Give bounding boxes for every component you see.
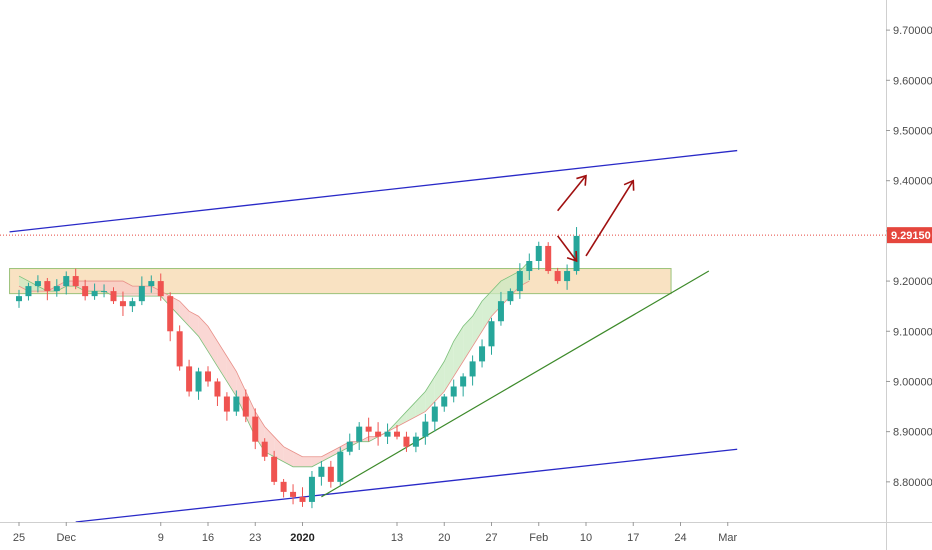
candle-body	[233, 397, 239, 412]
x-tick-label: 27	[485, 532, 497, 544]
y-tick-label: 9.70000	[893, 25, 932, 37]
x-tick-label: Mar	[718, 532, 737, 544]
candle-body	[526, 261, 532, 271]
candle-body	[290, 492, 296, 497]
candle-body	[517, 271, 523, 291]
candle-body	[318, 467, 324, 477]
candle-body	[82, 286, 88, 296]
candle-body	[328, 467, 334, 482]
candle-body	[385, 432, 391, 437]
x-tick-label: 23	[249, 532, 261, 544]
candle-body	[347, 442, 353, 452]
x-tick-label: 9	[158, 532, 164, 544]
y-tick-label: 9.50000	[893, 126, 932, 138]
y-tick-label: 9.20000	[893, 276, 932, 288]
x-tick-label: 13	[391, 532, 403, 544]
candle-body	[92, 291, 98, 296]
y-tick-label: 9.60000	[893, 75, 932, 87]
candle-body	[139, 286, 145, 301]
x-tick-label: Dec	[56, 532, 76, 544]
cloud-segment	[95, 281, 104, 291]
candle-body	[507, 291, 513, 301]
candle-body	[214, 381, 220, 396]
candle-body	[177, 331, 183, 366]
x-tick-label: 24	[674, 532, 686, 544]
candle-body	[337, 452, 343, 482]
y-tick-label: 8.90000	[893, 427, 932, 439]
candle-body	[545, 246, 551, 271]
cloud-segment	[303, 457, 312, 467]
x-tick-label: 16	[202, 532, 214, 544]
candle-body	[196, 371, 202, 391]
candle-body	[413, 437, 419, 447]
candle	[337, 447, 343, 486]
candle-body	[120, 301, 126, 306]
candle-body	[422, 422, 428, 437]
candle-body	[205, 371, 211, 381]
candle-body	[555, 271, 561, 281]
x-tick-label: 17	[627, 532, 639, 544]
candle-body	[489, 321, 495, 346]
candle-body	[460, 376, 466, 386]
candle-body	[536, 246, 542, 261]
candle-body	[111, 291, 117, 301]
candle-body	[16, 296, 22, 301]
x-tick-label: 25	[13, 532, 25, 544]
y-tick-label: 8.80000	[893, 477, 932, 489]
candle-body	[564, 271, 570, 281]
candle-body	[394, 432, 400, 437]
last-price-tag-label: 9.29150	[891, 230, 931, 242]
candle-body	[252, 417, 258, 442]
candle-body	[186, 366, 192, 391]
candle-body	[44, 281, 50, 291]
candle-body	[441, 397, 447, 407]
candle	[545, 242, 551, 274]
candle-body	[129, 301, 135, 306]
candle-body	[25, 286, 31, 296]
candle-body	[479, 346, 485, 361]
x-tick-label: 10	[580, 532, 592, 544]
candle-body	[167, 296, 173, 331]
candle-body	[300, 497, 306, 502]
candle-body	[54, 286, 60, 291]
y-tick-label: 9.00000	[893, 376, 932, 388]
candle-body	[432, 407, 438, 422]
candle-body	[309, 477, 315, 502]
candle-body	[243, 397, 249, 417]
candle-body	[158, 281, 164, 296]
x-tick-label: Feb	[529, 532, 548, 544]
x-tick-label: 2020	[290, 532, 314, 544]
candle-body	[271, 457, 277, 482]
x-tick-label: 20	[438, 532, 450, 544]
candle-body	[262, 442, 268, 457]
candle-body	[35, 281, 41, 286]
candle-body	[403, 437, 409, 447]
candle-body	[375, 432, 381, 437]
candle	[177, 325, 183, 370]
candle-body	[148, 281, 154, 286]
y-tick-label: 9.40000	[893, 176, 932, 188]
candle-body	[498, 301, 504, 321]
candle-body	[63, 276, 69, 286]
candle-body	[356, 427, 362, 442]
candle-body	[101, 291, 107, 292]
candle-body	[281, 482, 287, 492]
candle-body	[451, 386, 457, 396]
candle-body	[73, 276, 79, 286]
candle-body	[470, 361, 476, 376]
y-tick-label: 9.10000	[893, 326, 932, 338]
candle-body	[224, 397, 230, 412]
candle-body	[366, 427, 372, 432]
